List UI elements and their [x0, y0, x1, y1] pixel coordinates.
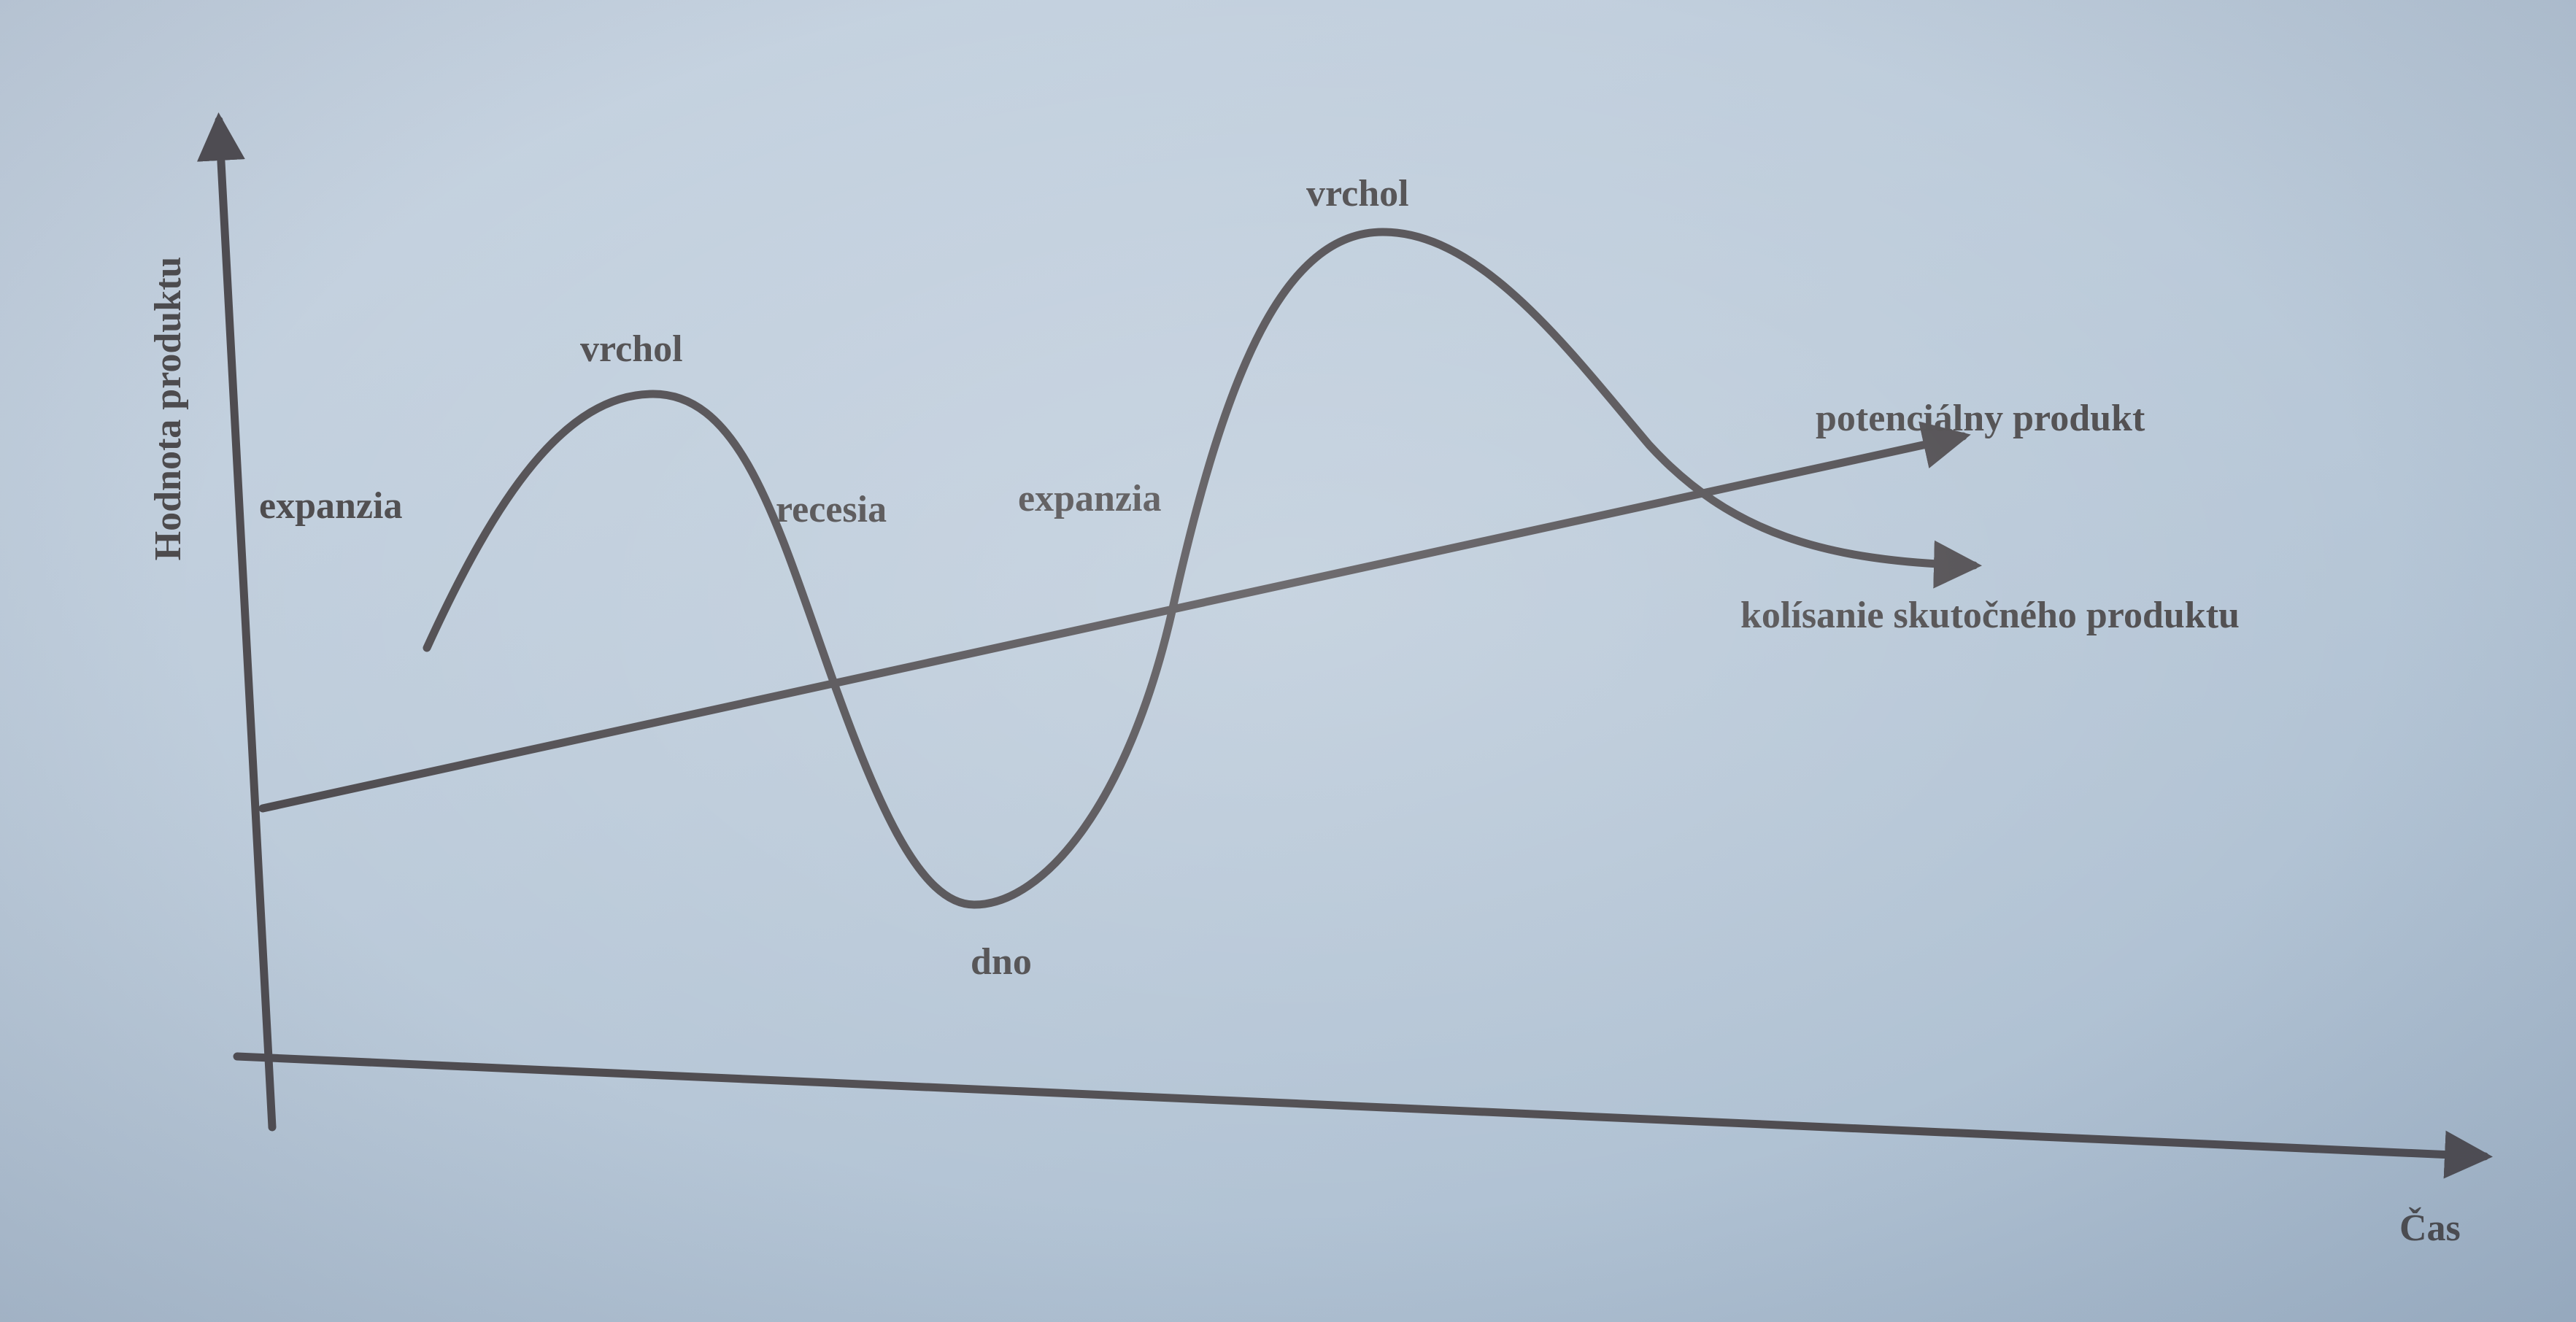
potential-product-trend-line: [258, 421, 1971, 813]
recession-label: recesia: [776, 489, 887, 530]
actual-product-cycle-curve: [423, 228, 1982, 909]
trough-label: dno: [971, 941, 1032, 983]
y-axis: [196, 112, 277, 1132]
expansion-label-2: expanzia: [1018, 478, 1161, 519]
expansion-label-1: expanzia: [259, 485, 402, 527]
peak-label-2: vrchol: [1306, 173, 1409, 214]
potential-product-label: potenciálny produkt: [1816, 398, 2145, 439]
y-axis-label: Hodnota produktu: [147, 257, 189, 561]
x-axis-label: Čas: [2399, 1207, 2461, 1249]
peak-label-1: vrchol: [580, 328, 683, 370]
x-axis: [233, 1052, 2493, 1179]
actual-product-fluctuation-label: kolísanie skutočného produktu: [1740, 595, 2240, 636]
